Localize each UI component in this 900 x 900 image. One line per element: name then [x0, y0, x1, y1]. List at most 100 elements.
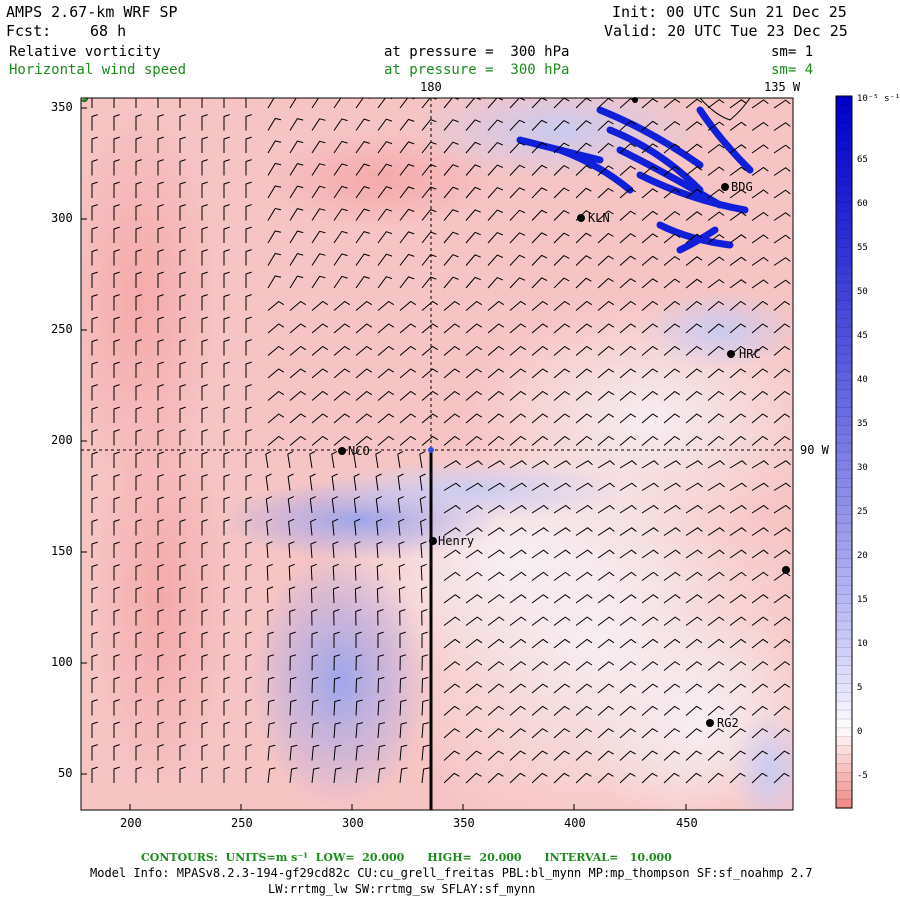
wind-barb	[443, 300, 461, 311]
wind-barb	[707, 571, 725, 581]
wind-barb	[245, 451, 252, 468]
wind-barb	[375, 473, 382, 491]
wind-barb	[443, 527, 461, 536]
wind-barb	[729, 504, 747, 514]
wind-barb	[267, 252, 282, 266]
wind-barb	[399, 276, 415, 289]
wind-barb	[465, 254, 481, 266]
wind-barb	[375, 496, 383, 514]
wind-barb	[399, 186, 415, 199]
field-2-smoothing: sm= 4	[771, 62, 814, 78]
wind-barb	[289, 118, 304, 131]
forecast-hour: 68 h	[90, 22, 127, 40]
wind-barb	[597, 255, 614, 266]
colorbar-tick-label: 60	[857, 199, 868, 209]
wind-barb	[751, 256, 769, 266]
wind-barb	[685, 527, 703, 536]
wind-barb	[707, 482, 725, 491]
wind-barb	[157, 429, 164, 446]
wind-barb	[597, 527, 615, 536]
wind-barb	[179, 721, 186, 738]
axis-ticks	[81, 107, 687, 810]
wind-barb	[641, 527, 659, 536]
wind-barb	[113, 586, 120, 603]
colorbar-segment	[836, 274, 852, 284]
wind-barb	[179, 339, 186, 356]
colorbar-segment	[836, 371, 852, 382]
wind-barbs	[91, 98, 791, 784]
wind-barb	[707, 323, 725, 334]
wind-barb	[619, 638, 637, 649]
wind-barb	[509, 435, 527, 446]
wind-barb	[531, 772, 548, 784]
colorbar-segment	[836, 202, 852, 213]
wind-barb	[575, 616, 593, 626]
wind-barb	[201, 609, 208, 626]
wind-barb	[707, 549, 725, 559]
wind-barb	[751, 435, 769, 446]
wind-barb	[245, 271, 252, 288]
wind-barb	[223, 631, 230, 648]
wind-barb	[201, 136, 208, 153]
wind-barb	[421, 300, 439, 311]
wind-barb	[707, 705, 724, 716]
x-tick-label: 350	[453, 816, 475, 830]
wind-barb	[267, 185, 282, 199]
wind-barb	[531, 460, 549, 469]
wind-barb	[509, 300, 527, 311]
wind-barb	[113, 631, 120, 648]
wind-barb	[465, 460, 483, 469]
wind-barb	[354, 541, 361, 559]
wind-barb	[619, 255, 636, 266]
wind-barb	[751, 504, 769, 514]
wind-barb	[751, 482, 769, 491]
wind-barb	[663, 323, 681, 334]
wind-barb	[287, 473, 294, 491]
wind-barb	[465, 323, 483, 334]
wind-barb	[113, 609, 120, 626]
wind-barb	[531, 482, 549, 491]
wind-barb	[311, 368, 329, 379]
wind-barb	[332, 563, 339, 581]
wind-barb	[399, 654, 407, 671]
wind-barb	[135, 429, 142, 446]
wind-barb	[641, 345, 659, 356]
wind-barb	[419, 496, 427, 514]
wind-barb	[157, 541, 164, 558]
wind-barb	[179, 98, 181, 108]
wind-barb	[751, 279, 769, 289]
wind-barb	[288, 518, 295, 536]
meridian-label-180: 180	[420, 80, 442, 94]
wind-barb	[267, 767, 276, 784]
colorbar-segment	[836, 754, 852, 765]
wind-barb	[443, 772, 460, 784]
wind-barb	[531, 661, 549, 671]
wind-barb	[91, 204, 98, 221]
wind-barb	[201, 429, 208, 446]
colorbar-segment	[836, 630, 852, 640]
wind-barb	[135, 316, 142, 333]
wind-barb	[377, 413, 395, 424]
wind-barb	[201, 226, 208, 243]
wind-barb	[707, 638, 725, 649]
wind-barb	[267, 140, 282, 154]
wind-barb	[201, 631, 208, 648]
wind-barb	[443, 435, 461, 446]
colorbar-tick-label: 20	[857, 551, 868, 561]
wind-barb	[619, 504, 637, 514]
wind-barb	[751, 594, 769, 604]
station-label-nco: NCO	[348, 444, 370, 458]
wind-barb	[685, 166, 703, 176]
colorbar-segment	[836, 683, 852, 693]
wind-barb	[289, 185, 304, 199]
wind-barb	[487, 482, 505, 491]
wind-barb	[245, 699, 252, 716]
wind-barb	[267, 323, 285, 334]
plot-frame	[80, 97, 794, 811]
wind-barb	[575, 300, 593, 311]
wind-barb	[531, 413, 549, 424]
wind-barb	[465, 345, 483, 356]
wind-barb	[729, 368, 747, 379]
wind-barb	[91, 339, 98, 356]
